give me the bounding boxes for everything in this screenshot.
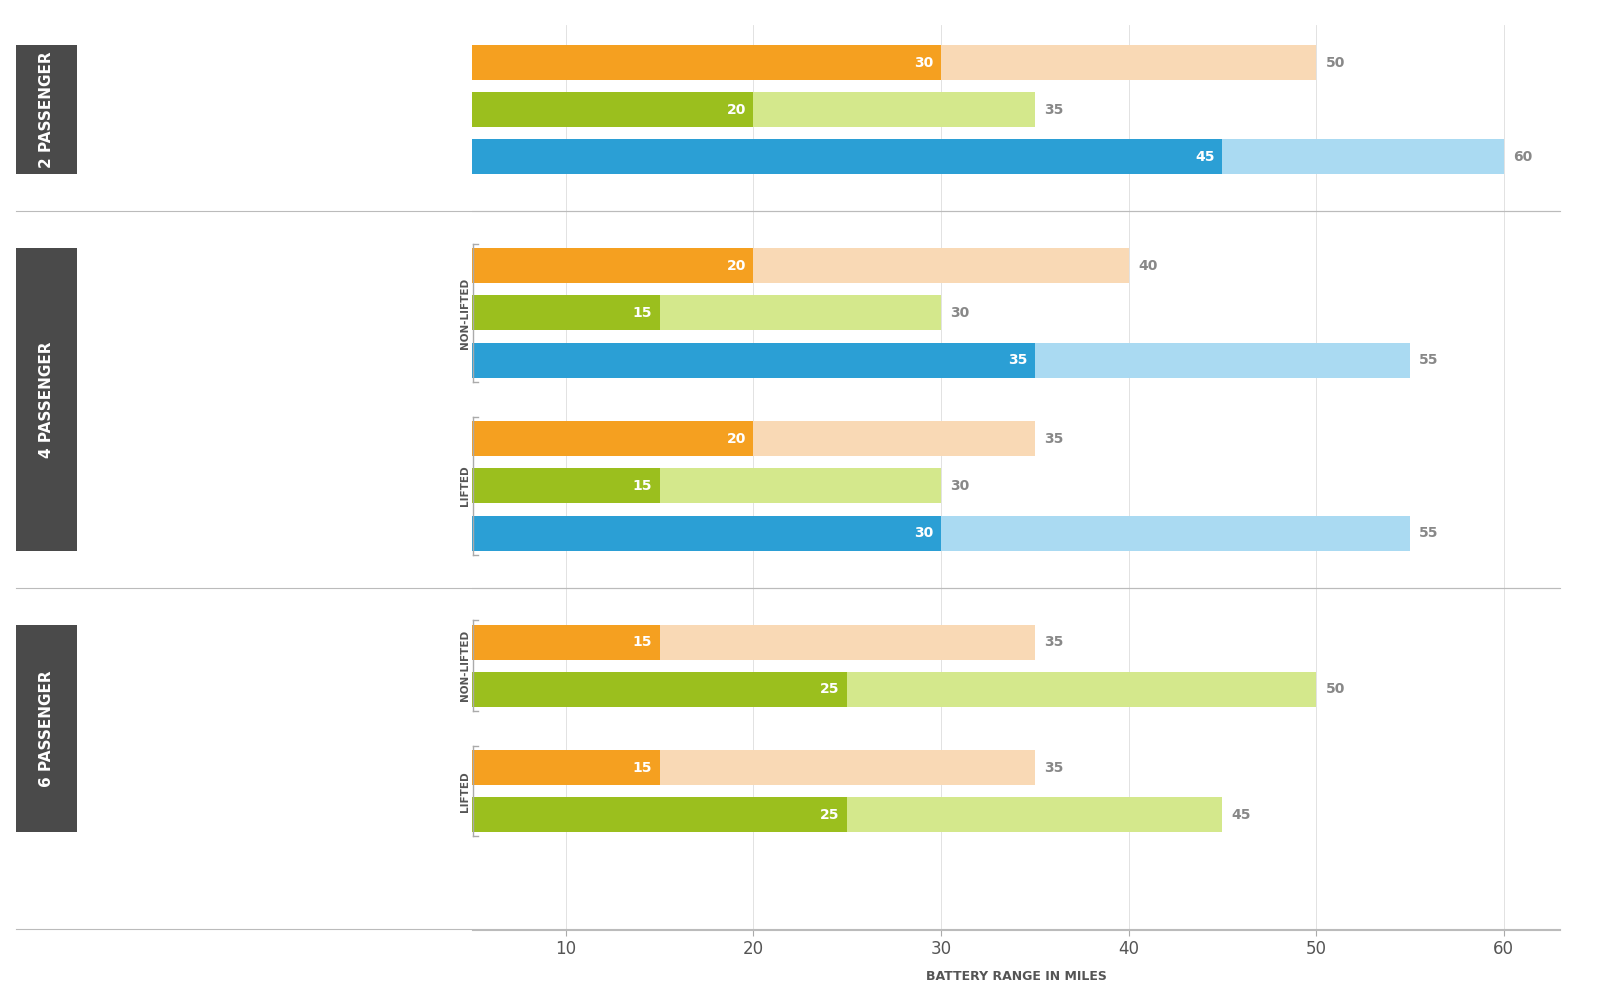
Bar <box>472 92 754 127</box>
Text: 15: 15 <box>632 635 653 649</box>
Text: 60: 60 <box>1514 150 1533 164</box>
Bar <box>472 45 941 80</box>
Bar <box>472 139 1222 174</box>
Bar <box>472 468 941 503</box>
Bar <box>472 750 1035 785</box>
Text: 30: 30 <box>914 56 933 70</box>
X-axis label: BATTERY RANGE IN MILES: BATTERY RANGE IN MILES <box>925 970 1107 983</box>
Text: LIFTED: LIFTED <box>461 771 470 812</box>
Text: 35: 35 <box>1045 103 1064 117</box>
Bar <box>472 625 1035 660</box>
Text: NON-LIFTED: NON-LIFTED <box>461 277 470 349</box>
Text: 35: 35 <box>1045 761 1064 775</box>
Bar <box>472 45 1317 80</box>
Text: 55: 55 <box>1419 353 1438 367</box>
Text: 6 PASSENGER: 6 PASSENGER <box>38 670 54 787</box>
Text: 30: 30 <box>914 526 933 540</box>
Text: 35: 35 <box>1045 432 1064 446</box>
Bar <box>472 516 941 551</box>
Bar <box>472 421 1035 456</box>
Bar <box>472 295 941 330</box>
Text: 20: 20 <box>726 432 746 446</box>
Text: 50: 50 <box>1325 56 1346 70</box>
Text: 15: 15 <box>632 761 653 775</box>
Text: 20: 20 <box>726 259 746 273</box>
Bar <box>472 92 1035 127</box>
Text: 25: 25 <box>821 808 840 822</box>
Bar <box>472 797 1222 832</box>
Text: 2 PASSENGER: 2 PASSENGER <box>38 51 54 168</box>
Bar <box>472 295 659 330</box>
Text: 25: 25 <box>821 682 840 696</box>
Text: 45: 45 <box>1232 808 1251 822</box>
Bar <box>472 797 846 832</box>
Bar <box>472 468 659 503</box>
Text: 4 PASSENGER: 4 PASSENGER <box>38 341 54 458</box>
Bar <box>472 672 1317 707</box>
Text: 30: 30 <box>950 479 970 493</box>
Bar <box>472 248 754 283</box>
Bar <box>472 421 754 456</box>
Bar <box>472 343 1035 378</box>
Text: LIFTED: LIFTED <box>461 466 470 506</box>
Text: 50: 50 <box>1325 682 1346 696</box>
Bar <box>472 750 659 785</box>
Bar <box>472 625 659 660</box>
Text: NON-LIFTED: NON-LIFTED <box>461 630 470 701</box>
Text: 40: 40 <box>1138 259 1157 273</box>
Text: 45: 45 <box>1195 150 1214 164</box>
Text: 55: 55 <box>1419 526 1438 540</box>
Text: 35: 35 <box>1008 353 1027 367</box>
Text: 35: 35 <box>1045 635 1064 649</box>
Text: 30: 30 <box>950 306 970 320</box>
Bar <box>472 248 1128 283</box>
Bar <box>472 672 846 707</box>
Bar <box>472 139 1504 174</box>
Bar <box>472 343 1410 378</box>
Text: 20: 20 <box>726 103 746 117</box>
Text: 15: 15 <box>632 479 653 493</box>
Text: 15: 15 <box>632 306 653 320</box>
Bar <box>472 516 1410 551</box>
